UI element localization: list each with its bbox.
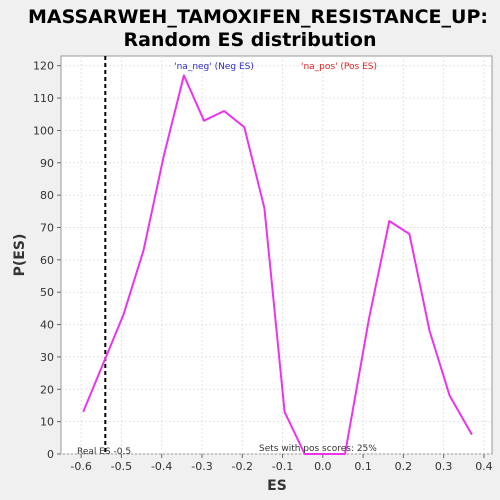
plot-area [60, 55, 493, 455]
series-line [82, 74, 473, 455]
x-tick-label: 0.2 [395, 460, 413, 473]
axis-ticks: -0.6 -0.5 -0.4 -0.3 -0.2 -0.1 0.0 0.1 0.2 0.3 0.4 0… [33, 60, 493, 473]
pos-scores-annotation: Sets with pos scores: 25% [259, 444, 377, 454]
x-tick-label: -0.4 [151, 460, 172, 473]
y-tick-label: 30 [40, 351, 54, 364]
real-es-annotation: Real ES -0.5 [77, 447, 131, 457]
legend-pos-label: 'na_pos' (Pos ES) [301, 62, 377, 72]
y-tick-label: 110 [33, 92, 54, 105]
x-tick-label: -0.2 [232, 460, 253, 473]
x-tick-label: 0.1 [354, 460, 372, 473]
chart-title-line1: MASSARWEH_TAMOXIFEN_RESISTANCE_UP: [28, 6, 488, 28]
y-tick-label: 80 [40, 189, 54, 202]
x-tick-label: -0.6 [70, 460, 91, 473]
x-tick-label: -0.3 [191, 460, 212, 473]
y-tick-label: 70 [40, 221, 54, 234]
series-layer [82, 74, 473, 455]
y-axis-label: P(ES) [12, 234, 28, 277]
y-tick-label: 90 [40, 157, 54, 170]
y-tick-label: 120 [33, 60, 54, 73]
y-tick-label: 40 [40, 319, 54, 332]
x-tick-label: -0.1 [272, 460, 293, 473]
x-tick-label: 0.0 [314, 460, 332, 473]
legend-neg-label: 'na_neg' (Neg ES) [174, 62, 254, 72]
x-tick-label: 0.4 [475, 460, 493, 473]
x-tick-label: 0.3 [435, 460, 453, 473]
y-tick-label: 50 [40, 286, 54, 299]
chart-title-line2: Random ES distribution [123, 29, 376, 51]
y-tick-label: 100 [33, 124, 54, 137]
y-tick-label: 20 [40, 383, 54, 396]
x-tick-label: -0.5 [111, 460, 132, 473]
y-tick-label: 0 [47, 448, 54, 461]
y-tick-label: 60 [40, 254, 54, 267]
y-tick-label: 10 [40, 416, 54, 429]
x-axis-label: ES [267, 478, 287, 494]
